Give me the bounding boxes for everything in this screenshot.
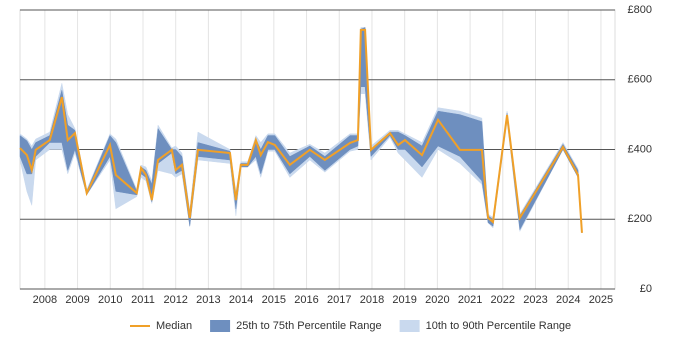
median-line — [19, 28, 583, 233]
x-tick-label: 2019 — [392, 294, 416, 306]
x-tick-label: 2014 — [229, 294, 253, 306]
x-tick-label: 2010 — [98, 294, 122, 306]
legend-swatch — [210, 320, 231, 332]
x-tick-label: 2021 — [458, 294, 482, 306]
x-tick-label: 2022 — [491, 294, 515, 306]
x-tick-label: 2025 — [589, 294, 613, 306]
legend-swatch — [399, 320, 420, 332]
x-tick-label: 2013 — [196, 294, 220, 306]
x-tick-label: 2023 — [523, 294, 547, 306]
x-tick-label: 2017 — [327, 294, 351, 306]
legend-label: 10th to 90th Percentile Range — [426, 320, 572, 332]
x-tick-label: 2009 — [65, 294, 89, 306]
y-tick-label: £600 — [628, 74, 652, 86]
y-tick-label: £200 — [628, 213, 652, 225]
x-tick-label: 2015 — [262, 294, 286, 306]
x-tick-label: 2011 — [131, 294, 155, 306]
y-tick-label: £0 — [640, 283, 652, 295]
x-tick-label: 2024 — [556, 294, 580, 306]
x-tick-label: 2018 — [360, 294, 384, 306]
x-tick-label: 2008 — [33, 294, 57, 306]
x-tick-label: 2020 — [425, 294, 449, 306]
x-tick-label: 2012 — [163, 294, 187, 306]
y-tick-label: £800 — [628, 4, 652, 16]
y-tick-label: £400 — [628, 143, 652, 155]
x-tick-label: 2016 — [294, 294, 318, 306]
legend-label: 25th to 75th Percentile Range — [236, 320, 382, 332]
legend-label: Median — [156, 320, 192, 332]
